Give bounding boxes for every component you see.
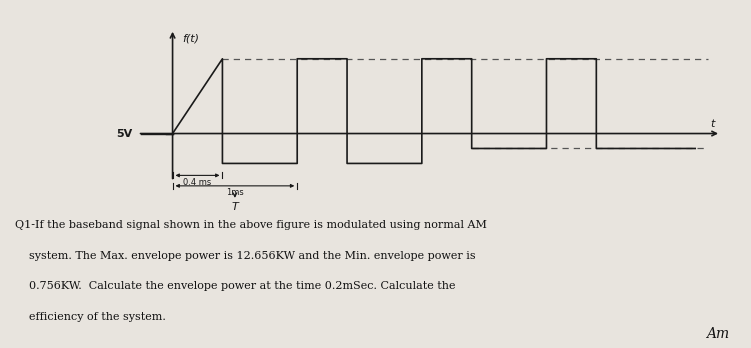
Text: Am: Am [706, 327, 728, 341]
Text: 0.756KW.  Calculate the envelope power at the time 0.2mSec. Calculate the: 0.756KW. Calculate the envelope power at… [15, 281, 455, 291]
Text: t: t [710, 119, 715, 129]
Text: 1ms: 1ms [226, 188, 244, 197]
Text: efficiency of the system.: efficiency of the system. [15, 312, 166, 322]
Text: f(t): f(t) [182, 33, 200, 44]
Text: T: T [231, 202, 238, 212]
Text: system. The Max. envelope power is 12.656KW and the Min. envelope power is: system. The Max. envelope power is 12.65… [15, 251, 475, 261]
Text: Q1-If the baseband signal shown in the above figure is modulated using normal AM: Q1-If the baseband signal shown in the a… [15, 220, 487, 230]
Text: 5V: 5V [116, 128, 133, 139]
Text: 0.4 ms: 0.4 ms [183, 177, 212, 187]
